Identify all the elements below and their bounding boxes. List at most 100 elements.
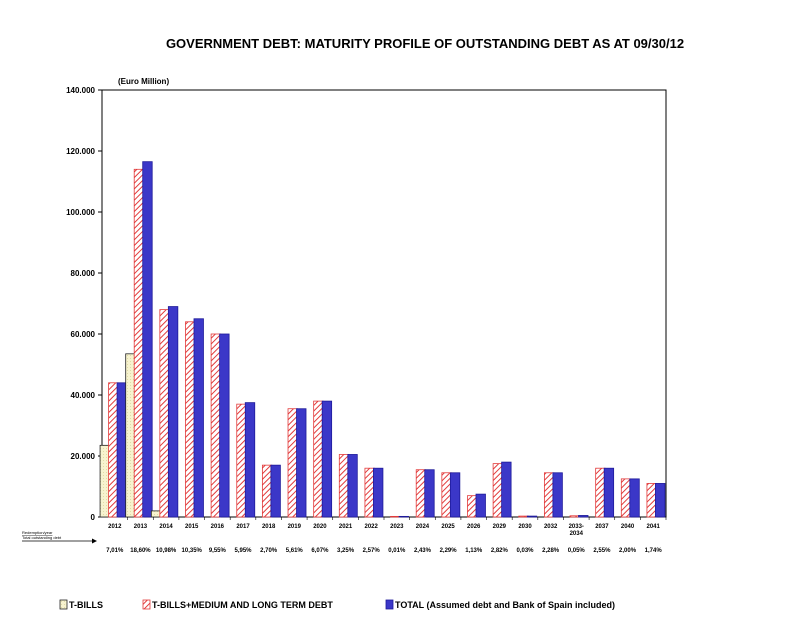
y-tick-label: 80.000 xyxy=(71,269,96,278)
x-tick-label: 2030 xyxy=(518,524,532,530)
bar-tbills-medium-long xyxy=(185,321,196,518)
redemption-row-label: Redemption/year xyxy=(22,530,53,535)
x-tick-label-line: 2013 xyxy=(134,524,148,530)
bar-tbills-medium-long xyxy=(313,400,324,518)
bar-tbills-medium-long xyxy=(595,467,606,518)
bar-total xyxy=(219,333,230,518)
percent-of-total-label: 2,43% xyxy=(414,548,432,554)
bar-tbills-medium-long xyxy=(415,469,427,518)
bar-tbills xyxy=(99,444,110,518)
bar-tbills xyxy=(125,353,136,518)
bar-total xyxy=(142,161,153,518)
x-tick-label-line: 2037 xyxy=(595,524,609,530)
x-tick-label: 2017 xyxy=(236,524,250,530)
x-tick-label: 2037 xyxy=(595,524,609,530)
x-tick-label-line: 2030 xyxy=(518,524,532,530)
percent-of-total-label: 10,98% xyxy=(156,548,177,554)
percent-of-total-label: 2,82% xyxy=(491,548,509,554)
x-tick-label: 2040 xyxy=(621,524,635,530)
percent-of-total-label: 2,57% xyxy=(363,548,381,554)
bar-tbills-medium-long xyxy=(287,408,298,518)
bar-tbills-medium-long xyxy=(133,168,145,518)
percent-row: 7,01% 18,60% 10,98% 10,35% 9,55% 5,95% 2,70% 5,… xyxy=(106,548,662,554)
x-tick-label-line: 2025 xyxy=(441,524,455,530)
legend-label: TOTAL (Assumed debt and Bank of Spain in… xyxy=(395,600,615,610)
bar-total xyxy=(321,400,333,518)
x-tick-label-line: 2029 xyxy=(493,524,507,530)
x-tick-label: 2041 xyxy=(647,524,661,530)
bar-total xyxy=(398,515,409,518)
row-arrow-head-icon xyxy=(92,538,97,544)
x-tick-label-line: 2020 xyxy=(313,524,327,530)
y-tick-label: 0 xyxy=(91,513,96,522)
x-tick-label: 2029 xyxy=(493,524,507,530)
x-tick-label: 2025 xyxy=(441,524,455,530)
bar-total xyxy=(449,472,461,518)
percent-of-total-label: 6,07% xyxy=(311,548,329,554)
x-tick-label-line: 2018 xyxy=(262,524,276,530)
bar-total xyxy=(629,478,640,518)
bar-total xyxy=(475,493,486,518)
legend-label: T-BILLS+MEDIUM AND LONG TERM DEBT xyxy=(152,600,333,610)
x-tick-label: 2016 xyxy=(211,524,225,530)
y-tick-label: 60.000 xyxy=(71,330,96,339)
bar-tbills-medium-long xyxy=(261,464,273,518)
bar-total xyxy=(655,483,666,518)
x-tick-label-line: 2012 xyxy=(108,524,122,530)
x-tick-label: 2015 xyxy=(185,524,199,530)
bar-tbills-medium-long xyxy=(108,382,119,518)
x-tick-label-line: 2016 xyxy=(211,524,225,530)
bar-tbills-medium-long xyxy=(338,454,350,518)
bar-total xyxy=(501,461,512,518)
x-tick-label-line: 2026 xyxy=(467,524,481,530)
percent-of-total-label: 5,61% xyxy=(286,548,304,554)
y-axis-unit-label: (Euro Million) xyxy=(118,77,169,86)
bar-total xyxy=(296,408,307,518)
bar-tbills-medium-long xyxy=(467,495,478,518)
x-tick-label: 2033-2034 xyxy=(569,524,584,537)
y-tick-label: 20.000 xyxy=(71,452,96,461)
legend-swatch xyxy=(142,599,151,610)
bar-tbills-medium-long xyxy=(620,478,632,518)
x-tick-label: 2021 xyxy=(339,524,353,530)
legend-swatch xyxy=(59,599,68,610)
bar-tbills-medium-long xyxy=(543,472,555,518)
percent-of-total-label: 3,25% xyxy=(337,548,355,554)
x-tick-label-line: 2022 xyxy=(365,524,379,530)
bar-total xyxy=(193,318,204,518)
percent-of-total-label: 2,00% xyxy=(619,548,637,554)
legend-label: T-BILLS xyxy=(69,600,103,610)
percent-of-total-label: 7,01% xyxy=(106,548,124,554)
bar-tbills-medium-long xyxy=(390,515,401,518)
x-tick-label: 2032 xyxy=(544,524,558,530)
bar-tbills-medium-long xyxy=(518,515,529,518)
x-tick-label-line: 2015 xyxy=(185,524,199,530)
y-tick-label: 40.000 xyxy=(71,391,96,400)
legend: T-BILLS T-BILLS+MEDIUM AND LONG TERM DEBT… xyxy=(59,599,615,610)
bar-total xyxy=(552,472,563,518)
bar-tbills-medium-long xyxy=(492,463,504,518)
x-tick-label: 2024 xyxy=(416,524,430,530)
percent-of-total-label: 1,13% xyxy=(465,548,483,554)
percent-of-total-label: 5,95% xyxy=(234,548,252,554)
y-tick-label: 120.000 xyxy=(66,147,95,156)
x-tick-label: 2022 xyxy=(365,524,379,530)
x-tick-label: 2012 xyxy=(108,524,122,530)
bar-total xyxy=(347,454,358,518)
x-tick-label-line: 2034 xyxy=(570,531,584,537)
bar-total xyxy=(167,306,179,518)
bar-total xyxy=(578,515,589,518)
bar-total xyxy=(526,515,538,518)
percent-of-total-label: 9,55% xyxy=(209,548,227,554)
bar-tbills-medium-long xyxy=(236,403,247,518)
x-tick-label-line: 2032 xyxy=(544,524,558,530)
bar-tbills-medium-long xyxy=(210,333,222,518)
x-tick-label: 2013 xyxy=(134,524,148,530)
bar-tbills-medium-long xyxy=(441,472,452,518)
x-tick-label-line: 2019 xyxy=(288,524,302,530)
bar-total xyxy=(270,464,281,518)
x-tick-label-line: 2024 xyxy=(416,524,430,530)
x-tick-label-line: 2023 xyxy=(390,524,404,530)
x-tick-label-line: 2033- xyxy=(569,524,584,530)
